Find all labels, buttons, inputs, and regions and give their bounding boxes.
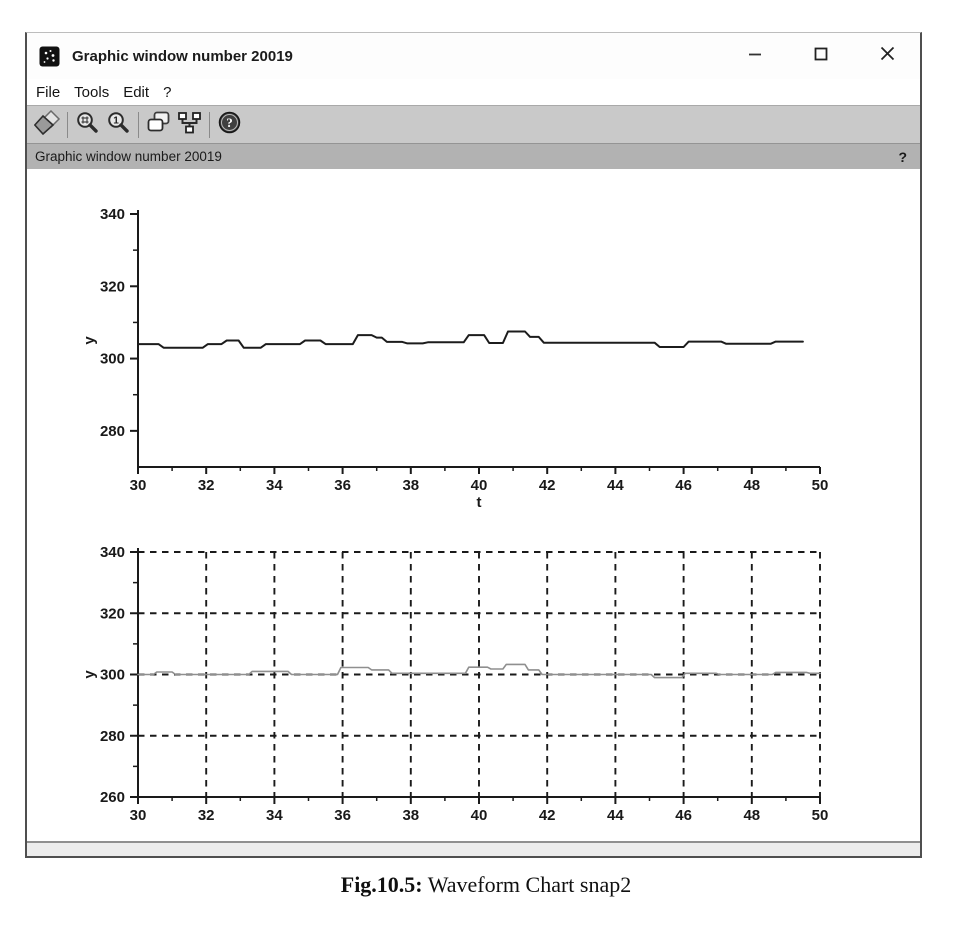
scilab-graphic-icon	[39, 46, 60, 67]
y-axis-label: y	[81, 336, 98, 345]
zoom-original-icon: 1	[107, 111, 130, 139]
waveform-charts: 30 32 34 36 38 40 42 44 46 48 50 280 300 320 340 y t 30 32…	[81, 206, 828, 824]
chart-top: 30 32 34 36 38 40 42 44 46 48 50 280 300 320 340 y t	[81, 206, 828, 511]
x-tick-label: 38	[402, 807, 419, 824]
x-tick-label: 30	[130, 807, 147, 824]
figure-help-icon[interactable]: ?	[898, 148, 907, 165]
menu-bar: File Tools Edit?	[27, 79, 920, 106]
copy-icon	[146, 111, 171, 138]
grid	[138, 551, 821, 797]
x-axis-label: t	[477, 494, 482, 511]
figure-caption-text: Waveform Chart snap2	[422, 872, 632, 897]
x-tick-label: 44	[607, 477, 624, 494]
status-bar	[27, 841, 920, 856]
rotate-icon	[33, 109, 61, 140]
x-tick-label: 48	[743, 477, 760, 494]
x-tick-label: 46	[675, 807, 692, 824]
close-button[interactable]	[854, 33, 920, 79]
toolbar: 1?	[27, 106, 920, 144]
rotate-button[interactable]	[32, 109, 63, 140]
toolbar-separator	[67, 111, 68, 138]
x-tick-label: 42	[539, 807, 556, 824]
x-tick-label: 38	[402, 477, 419, 494]
zoom-in-button[interactable]	[72, 110, 103, 140]
figure-caption: Fig.10.5: Waveform Chart snap2	[0, 872, 972, 898]
graphic-window: Graphic window number 20019 File Tools Edi…	[25, 32, 922, 858]
y-tick-label: 340	[100, 544, 125, 561]
menu-item-file[interactable]: File	[36, 83, 61, 101]
x-tick-label: 48	[743, 807, 760, 824]
x-tick-label: 40	[471, 477, 488, 494]
close-icon	[879, 45, 896, 67]
x-tick-label: 36	[334, 477, 351, 494]
minimize-button[interactable]	[722, 33, 788, 79]
copy-button[interactable]	[143, 110, 174, 140]
ged-icon	[177, 111, 202, 139]
y-tick-label: 300	[100, 351, 125, 368]
y-tick-label: 260	[100, 789, 125, 806]
window-title: Graphic window number 20019	[72, 47, 293, 65]
waveform-line	[137, 663, 821, 679]
x-tick-label: 36	[334, 807, 351, 824]
x-tick-label: 30	[130, 477, 147, 494]
x-tick-label: 50	[812, 477, 829, 494]
y-tick-label: 320	[100, 605, 125, 622]
y-tick-label: 280	[100, 728, 125, 745]
svg-text:1: 1	[113, 115, 119, 126]
toolbar-separator	[209, 111, 210, 138]
title-bar: Graphic window number 20019	[27, 33, 920, 79]
x-tick-label: 42	[539, 477, 556, 494]
plot-canvas: 30 32 34 36 38 40 42 44 46 48 50 280 300 320 340 y t 30 32…	[27, 169, 920, 841]
help-icon: ?	[218, 111, 241, 139]
menu-item-help[interactable]: ?	[163, 83, 172, 101]
help-button[interactable]: ?	[214, 110, 245, 140]
x-tick-label: 32	[198, 477, 215, 494]
x-tick-label: 40	[471, 807, 488, 824]
ged-button[interactable]	[174, 110, 205, 140]
menu-item-tools[interactable]: Tools	[74, 83, 110, 101]
figure-info-bar: Graphic window number 20019 ?	[27, 144, 920, 169]
y-tick-label: 340	[100, 206, 125, 223]
waveform-line	[137, 330, 804, 349]
chart-bottom: 30 32 34 36 38 40 42 44 46 48 50 260 280 300 320 340 y	[81, 544, 828, 824]
y-tick-label: 280	[100, 423, 125, 440]
minimize-icon	[747, 46, 763, 67]
toolbar-separator	[138, 111, 139, 138]
x-tick-label: 44	[607, 807, 624, 824]
zoom-original-button[interactable]: 1	[103, 110, 134, 140]
x-tick-label: 46	[675, 477, 692, 494]
menu-item-edit[interactable]: Edit	[123, 83, 150, 101]
y-tick-label: 320	[100, 278, 125, 295]
zoom-in-icon	[76, 111, 99, 139]
x-tick-label: 34	[266, 807, 283, 824]
figure-caption-number: Fig.10.5:	[340, 872, 423, 897]
x-tick-label: 32	[198, 807, 215, 824]
x-tick-label: 50	[812, 807, 829, 824]
y-tick-label: 300	[100, 667, 125, 684]
y-axis-label: y	[81, 670, 98, 679]
window-controls	[722, 33, 920, 79]
figure-info-label: Graphic window number 20019	[35, 149, 222, 164]
maximize-button[interactable]	[788, 33, 854, 79]
svg-text:?: ?	[226, 115, 233, 130]
x-tick-label: 34	[266, 477, 283, 494]
maximize-icon	[813, 46, 829, 67]
